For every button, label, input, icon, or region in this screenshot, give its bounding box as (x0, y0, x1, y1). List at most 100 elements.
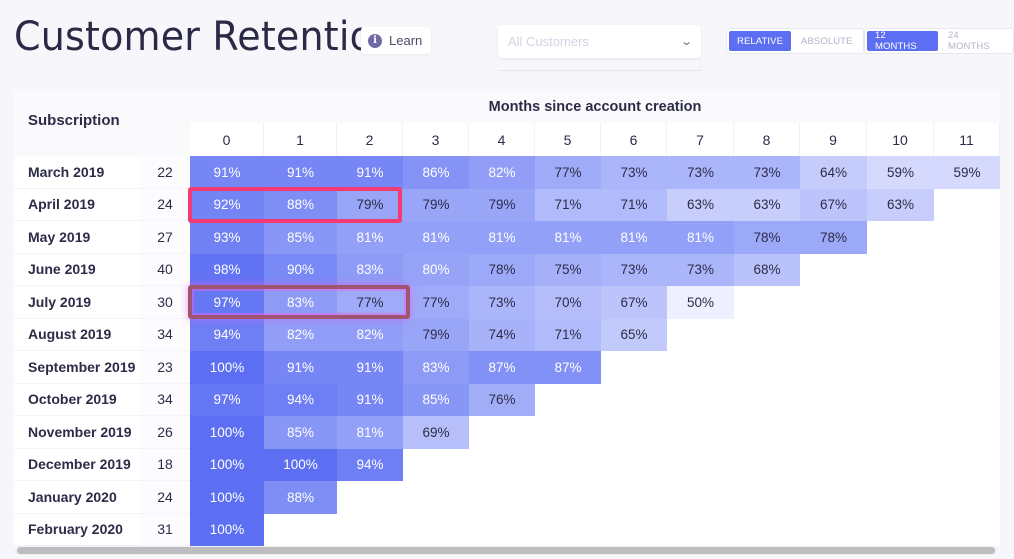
retention-cell[interactable]: 81% (337, 416, 403, 449)
empty-cell (867, 351, 934, 384)
retention-cell[interactable]: 100% (264, 448, 337, 481)
retention-cell[interactable]: 75% (535, 253, 601, 286)
retention-cell[interactable]: 94% (190, 318, 264, 351)
retention-cell[interactable]: 90% (264, 253, 337, 286)
retention-cell[interactable]: 81% (601, 221, 667, 254)
retention-cell[interactable]: 100% (190, 513, 264, 546)
retention-cell[interactable]: 80% (403, 253, 469, 286)
cohort-label: December 2019 (14, 448, 140, 481)
empty-cell (867, 286, 934, 319)
empty-cell (667, 383, 734, 416)
retention-cell[interactable]: 63% (734, 188, 800, 221)
retention-cell[interactable]: 85% (264, 221, 337, 254)
retention-cell[interactable]: 59% (867, 156, 934, 189)
retention-cell[interactable]: 88% (264, 481, 337, 514)
12-months-option[interactable]: 12 MONTHS (867, 30, 938, 52)
retention-cell[interactable]: 79% (337, 188, 403, 221)
relative-option[interactable]: RELATIVE (729, 31, 792, 51)
retention-cell[interactable]: 71% (535, 318, 601, 351)
retention-cell[interactable]: 69% (403, 416, 469, 449)
subscription-header: Subscription (28, 112, 120, 129)
empty-cell (667, 513, 734, 546)
cohort-count: 30 (140, 286, 190, 319)
retention-cell[interactable]: 78% (800, 221, 867, 254)
retention-cell[interactable]: 81% (667, 221, 734, 254)
retention-cell[interactable]: 79% (403, 188, 469, 221)
retention-cell[interactable]: 64% (800, 156, 867, 189)
retention-cell[interactable]: 79% (403, 318, 469, 351)
retention-cell[interactable]: 78% (469, 253, 535, 286)
retention-cell[interactable]: 100% (190, 416, 264, 449)
retention-cell[interactable]: 86% (403, 156, 469, 189)
retention-cell[interactable]: 94% (337, 448, 403, 481)
retention-cell[interactable]: 59% (934, 156, 1000, 189)
empty-cell (867, 513, 934, 546)
retention-cell[interactable]: 97% (190, 383, 264, 416)
retention-cell[interactable]: 67% (601, 286, 667, 319)
retention-cell[interactable]: 65% (601, 318, 667, 351)
retention-cell[interactable]: 73% (601, 156, 667, 189)
retention-cell[interactable]: 73% (667, 156, 734, 189)
empty-cell (734, 351, 800, 384)
retention-cell[interactable]: 82% (264, 318, 337, 351)
retention-cell[interactable]: 82% (469, 156, 535, 189)
retention-cell[interactable]: 85% (264, 416, 337, 449)
empty-cell (934, 383, 1000, 416)
retention-cell[interactable]: 81% (403, 221, 469, 254)
retention-cell[interactable]: 71% (535, 188, 601, 221)
retention-cell[interactable]: 87% (469, 351, 535, 384)
retention-cell[interactable]: 98% (190, 253, 264, 286)
retention-cell[interactable]: 76% (469, 383, 535, 416)
retention-cell[interactable]: 85% (403, 383, 469, 416)
retention-cell[interactable]: 71% (601, 188, 667, 221)
retention-cell[interactable]: 63% (667, 188, 734, 221)
empty-cell (800, 513, 867, 546)
horizontal-scrollbar[interactable] (15, 546, 997, 555)
retention-cell[interactable]: 74% (469, 318, 535, 351)
retention-cell[interactable]: 70% (535, 286, 601, 319)
retention-cell[interactable]: 91% (337, 156, 403, 189)
retention-cell[interactable]: 100% (190, 351, 264, 384)
retention-cell[interactable]: 88% (264, 188, 337, 221)
retention-cell[interactable]: 92% (190, 188, 264, 221)
empty-cell (734, 383, 800, 416)
retention-cell[interactable]: 81% (337, 221, 403, 254)
retention-cell[interactable]: 87% (535, 351, 601, 384)
retention-cell[interactable]: 94% (264, 383, 337, 416)
retention-cell[interactable]: 63% (867, 188, 934, 221)
retention-cell[interactable]: 68% (734, 253, 800, 286)
retention-cell[interactable]: 78% (734, 221, 800, 254)
retention-cell[interactable]: 77% (337, 286, 403, 319)
retention-cell[interactable]: 81% (469, 221, 535, 254)
retention-cell[interactable]: 79% (469, 188, 535, 221)
cohort-count: 40 (140, 253, 190, 286)
retention-cell[interactable]: 73% (734, 156, 800, 189)
retention-cell[interactable]: 83% (337, 253, 403, 286)
retention-cell[interactable]: 77% (403, 286, 469, 319)
retention-cell[interactable]: 73% (667, 253, 734, 286)
absolute-option[interactable]: ABSOLUTE (801, 35, 853, 47)
retention-cell[interactable]: 100% (190, 481, 264, 514)
retention-cell[interactable]: 50% (667, 286, 734, 319)
retention-cell[interactable]: 97% (190, 286, 264, 319)
column-header-7: 7 (667, 123, 734, 156)
retention-cell[interactable]: 91% (337, 383, 403, 416)
customer-segment-select[interactable]: All Customers ⌄ (498, 25, 701, 58)
retention-cell[interactable]: 91% (190, 156, 264, 189)
retention-cell[interactable]: 82% (337, 318, 403, 351)
scrollbar-thumb[interactable] (17, 547, 995, 554)
learn-button[interactable]: i Learn (361, 27, 431, 54)
retention-cell[interactable]: 91% (264, 156, 337, 189)
retention-cell[interactable]: 83% (403, 351, 469, 384)
retention-cell[interactable]: 73% (469, 286, 535, 319)
24-months-option[interactable]: 24 MONTHS (948, 30, 990, 52)
retention-cell[interactable]: 91% (337, 351, 403, 384)
retention-cell[interactable]: 91% (264, 351, 337, 384)
retention-cell[interactable]: 73% (601, 253, 667, 286)
retention-cell[interactable]: 83% (264, 286, 337, 319)
retention-cell[interactable]: 77% (535, 156, 601, 189)
retention-cell[interactable]: 67% (800, 188, 867, 221)
retention-cell[interactable]: 81% (535, 221, 601, 254)
retention-cell[interactable]: 93% (190, 221, 264, 254)
retention-cell[interactable]: 100% (190, 448, 264, 481)
